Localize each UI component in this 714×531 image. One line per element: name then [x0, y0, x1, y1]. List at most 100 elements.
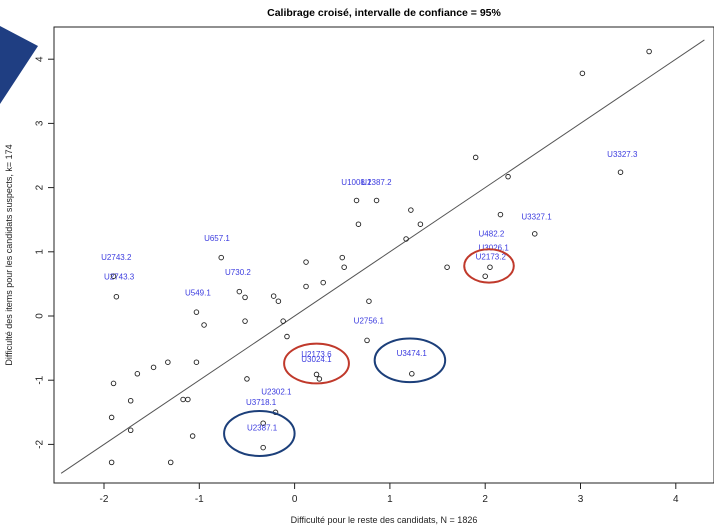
- point-label: U482.2: [479, 229, 505, 238]
- x-tick-label: -1: [195, 494, 204, 505]
- data-point: [244, 376, 250, 382]
- data-point: [408, 207, 414, 213]
- data-point: [260, 444, 266, 451]
- data-point: [339, 254, 346, 261]
- point-label: U3474.1: [397, 349, 428, 358]
- data-point: [364, 337, 370, 344]
- highlight-circle: [463, 248, 515, 284]
- point-label: U2756.1: [354, 317, 385, 326]
- point-label: U2387.1: [247, 423, 278, 432]
- point-label: U3024.1: [301, 355, 332, 364]
- y-tick-label: -1: [35, 375, 46, 384]
- data-point: [366, 298, 372, 304]
- data-point: [134, 371, 141, 377]
- x-tick-label: 2: [482, 494, 488, 505]
- point-label: U2302.1: [261, 387, 292, 396]
- y-tick-label: 0: [35, 313, 46, 319]
- y-tick-label: 2: [35, 184, 46, 190]
- data-point: [617, 169, 624, 175]
- point-label: U2173.2: [476, 253, 507, 262]
- point-label: U2387.2: [361, 178, 392, 187]
- highlight-circles: [223, 248, 515, 457]
- y-axis-title: Difficulté des items pour les candidats …: [4, 144, 14, 365]
- y-tick-label: 3: [35, 120, 46, 126]
- data-point: [482, 273, 488, 279]
- data-point: [236, 288, 243, 295]
- data-point: [275, 298, 282, 304]
- point-label: U1008.1: [341, 178, 372, 187]
- data-point: [579, 70, 586, 77]
- data-point: [313, 371, 320, 378]
- data-point: [260, 420, 266, 426]
- data-point: [167, 459, 174, 466]
- data-point: [165, 359, 171, 365]
- data-point: [487, 264, 493, 270]
- point-label: U2173.6: [301, 350, 332, 359]
- data-point: [497, 211, 504, 218]
- data-point: [113, 293, 120, 300]
- highlight-circle: [223, 410, 296, 457]
- data-point: [180, 396, 186, 403]
- axis-layer: -2 -1 0 1 2 3 4 -2 -1 0 1 2 3 4: [35, 56, 679, 505]
- data-point: [108, 414, 115, 421]
- data-point: [280, 318, 286, 324]
- data-point: [110, 380, 117, 387]
- data-point: [193, 309, 200, 315]
- highlight-circle: [283, 342, 350, 385]
- point-label: U549.1: [185, 288, 211, 297]
- data-point: [409, 371, 415, 377]
- data-point: [417, 221, 424, 227]
- point-label: U3327.3: [607, 150, 638, 159]
- point-label: U3026.1: [479, 244, 510, 253]
- x-tick-label: 3: [578, 494, 584, 505]
- data-point: [444, 264, 450, 270]
- data-point: [242, 318, 248, 324]
- x-tick-label: 0: [292, 494, 298, 505]
- data-point: [110, 273, 117, 279]
- data-point: [218, 254, 224, 261]
- point-label: U2743.2: [101, 253, 132, 262]
- data-point: [403, 236, 409, 242]
- data-points: [108, 48, 652, 466]
- y-tick-label: 4: [35, 56, 46, 62]
- data-point: [341, 264, 347, 270]
- data-point: [108, 459, 115, 466]
- data-point: [646, 48, 652, 55]
- y-tick-label: 1: [35, 249, 46, 255]
- data-point: [303, 259, 309, 265]
- y-tick-label: -2: [35, 440, 46, 449]
- data-point: [303, 283, 309, 290]
- point-label: U3327.1: [521, 213, 552, 222]
- plot-frame: [53, 26, 714, 484]
- data-point: [532, 231, 538, 237]
- data-point: [316, 376, 323, 382]
- data-point: [201, 322, 207, 328]
- data-point: [242, 294, 248, 301]
- point-label: U3718.1: [246, 398, 277, 407]
- point-label: U2743.3: [104, 272, 135, 281]
- data-point: [193, 359, 200, 365]
- data-point: [270, 293, 277, 299]
- identity-line: [60, 39, 705, 474]
- data-point: [472, 154, 479, 161]
- chart-title: Calibrage croisé, intervalle de confianc…: [267, 7, 501, 19]
- x-tick-label: 1: [387, 494, 393, 505]
- data-point: [150, 364, 157, 371]
- x-axis-title: Difficulté pour le reste des candidats, …: [291, 515, 478, 525]
- data-point: [185, 396, 191, 403]
- highlight-circle: [373, 337, 447, 384]
- data-point: [189, 433, 196, 439]
- data-point: [127, 397, 134, 404]
- point-label: U657.1: [204, 234, 230, 243]
- data-point: [353, 197, 360, 204]
- data-point: [284, 333, 290, 340]
- data-point: [355, 221, 362, 227]
- data-point: [127, 427, 134, 434]
- x-tick-label: 4: [673, 494, 679, 505]
- data-point: [373, 197, 380, 204]
- x-tick-label: -2: [100, 494, 109, 505]
- data-point: [505, 173, 511, 180]
- point-label: U730.2: [225, 268, 251, 277]
